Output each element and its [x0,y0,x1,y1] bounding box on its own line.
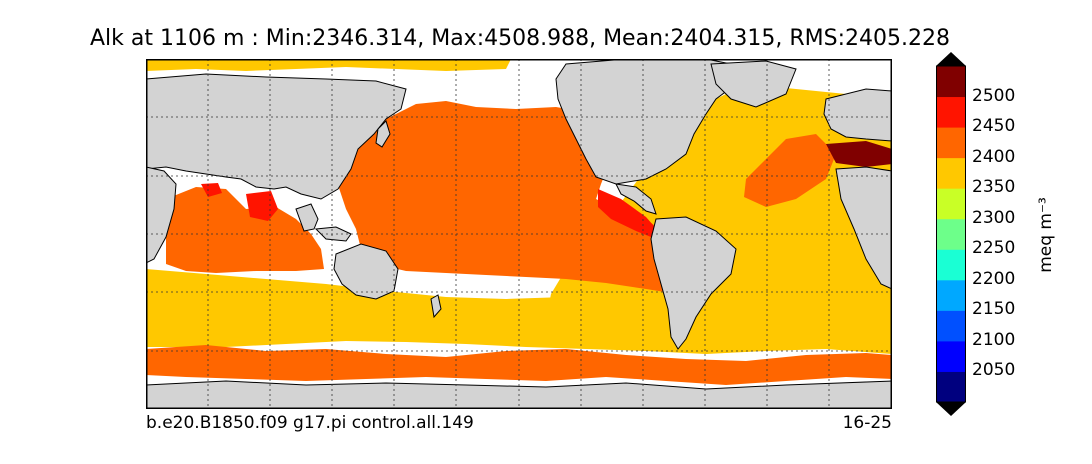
colorbar-tick-label: 2450 [972,116,1016,137]
colorbar-graphic [936,52,966,416]
time-range-label: 16-25 [842,413,892,433]
land-japan [375,120,391,148]
map-border [146,59,892,409]
colorbar-extend-min [936,402,966,416]
land-masses [146,59,892,409]
land-new-zealand [430,294,442,319]
colorbar-tick-label: 2400 [972,146,1016,167]
run-id-label: b.e20.B1850.f09 g17.pi control.all.149 [146,413,474,433]
colorbar-bin [936,249,966,281]
land-central-america [615,183,657,215]
ocean-orange-north-atlantic [744,134,836,207]
colorbar-bin [936,279,966,311]
land-indonesia [314,226,352,242]
ocean-red-east-pacific [598,189,661,239]
land-eurasia [146,73,407,200]
land-greenland [710,60,797,108]
ocean-orange-indian [166,187,324,273]
ocean-yellow-south [146,269,892,354]
colorbar-bin [936,188,966,220]
ocean-darkred-mediterranean [826,141,892,167]
colorbar-bin [936,310,966,342]
land-south-america [650,216,737,350]
land-australia [333,243,399,300]
colorbar-tick-label: 2250 [972,238,1016,259]
ocean-yellow-arctic [146,59,511,71]
colorbar-tick-label: 2100 [972,329,1016,350]
world-map [146,59,892,409]
colorbar-bin [936,340,966,372]
colorbar-bin [936,127,966,159]
colorbar-bin [936,371,966,403]
ocean-red-arabian [201,183,222,197]
ocean-fields [146,59,892,385]
colorbar-tick-label: 2200 [972,268,1016,289]
map-panel [146,59,892,409]
land-europe [823,88,892,142]
colorbar-bin [936,218,966,250]
colorbar-bin [936,157,966,189]
graticule [146,59,892,409]
colorbar-frame [936,65,966,403]
colorbar-tick-label: 2300 [972,207,1016,228]
colorbar [936,52,966,416]
ocean-red-bengal [246,191,278,221]
colorbar-label: meq m⁻³ [1036,197,1056,273]
colorbar-tick-label: 2050 [972,360,1016,381]
map-title: Alk at 1106 m : Min:2346.314, Max:4508.9… [90,26,950,51]
colorbar-bin [936,96,966,128]
land-se-asia [295,203,319,232]
colorbar-bin [936,66,966,98]
land-africa-west [835,166,892,290]
colorbar-extend-max [936,52,966,66]
colorbar-tick-label: 2350 [972,177,1016,198]
colorbar-tick-label: 2500 [972,85,1016,106]
colorbar-tick-label: 2150 [972,299,1016,320]
